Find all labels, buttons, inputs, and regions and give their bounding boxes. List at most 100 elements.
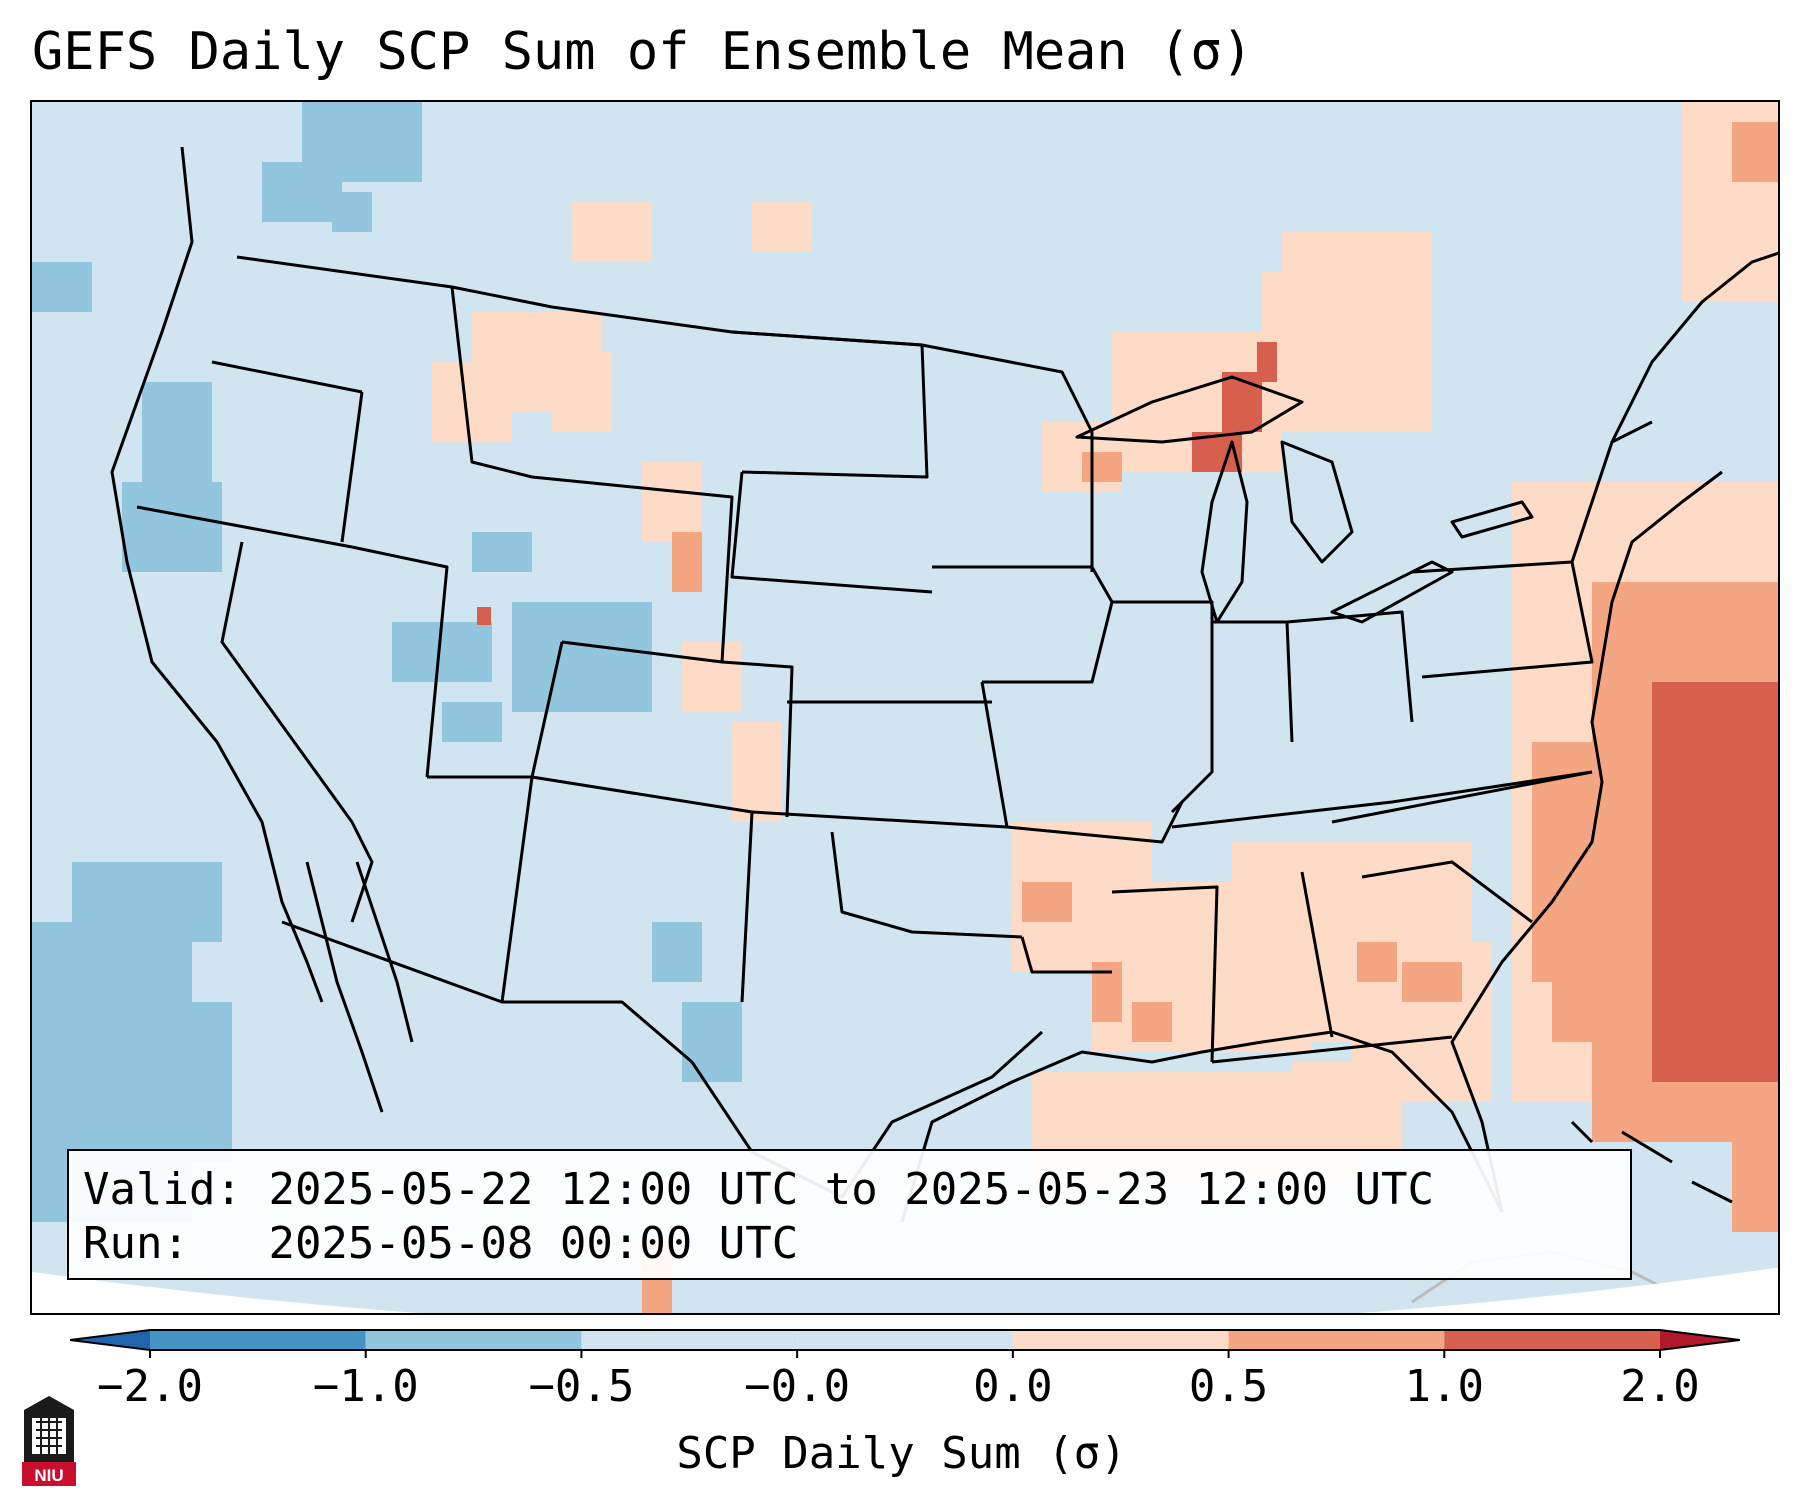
coastline-east xyxy=(1450,470,1723,1213)
colorbar-tick-label: −2.0 xyxy=(97,1361,203,1412)
border-pa xyxy=(1411,560,1594,679)
colorbar-tick-label: −0.0 xyxy=(744,1361,851,1412)
anomaly-cell xyxy=(472,532,532,572)
scp-anomaly-field xyxy=(32,102,1778,1313)
anomaly-cell xyxy=(72,862,222,942)
border-al-ga xyxy=(1300,871,1334,1038)
coastline-gulf xyxy=(900,1030,1504,1223)
colorbar-segment xyxy=(1444,1330,1660,1350)
border-mt xyxy=(450,286,533,479)
colorbar-segment xyxy=(797,1330,1013,1350)
coastline-baja-east xyxy=(355,861,414,1043)
colorbar-tick-label: 0.5 xyxy=(1188,1361,1269,1412)
coastline-baja xyxy=(305,861,384,1113)
border-mn xyxy=(921,343,1094,572)
anomaly-cell xyxy=(552,352,612,432)
border-or-ca xyxy=(136,505,353,549)
anomaly-cell xyxy=(1732,1132,1778,1232)
anomaly-cell xyxy=(682,1002,742,1082)
valid-line: Valid: 2025-05-22 12:00 UTC to 2025-05-2… xyxy=(83,1163,1630,1217)
anomaly-cell xyxy=(672,532,702,592)
colorbar-label: SCP Daily Sum (σ) xyxy=(676,1428,1127,1479)
border-nd-sd xyxy=(731,330,929,479)
colorbar-segment xyxy=(1228,1330,1445,1350)
islands-bahamas xyxy=(1570,1120,1733,1204)
border-nc-va xyxy=(1331,770,1593,824)
colorbar-extend-high xyxy=(1660,1330,1740,1350)
colorbar-tick-label: 1.0 xyxy=(1404,1361,1485,1412)
colorbar-extend-low xyxy=(70,1330,150,1350)
border-ut-co xyxy=(530,641,564,778)
colorbar-segment xyxy=(150,1330,366,1350)
colorbar-tick-label: 2.0 xyxy=(1620,1361,1700,1412)
border-nm-tx xyxy=(740,811,754,1003)
border-co-ks xyxy=(721,660,794,818)
coastline-quebec xyxy=(1610,251,1778,443)
anomaly-cell xyxy=(1022,882,1072,922)
anomaly-cell xyxy=(1682,832,1778,982)
border-ca-nv xyxy=(220,541,354,823)
anomaly-cell xyxy=(32,262,92,312)
valid-value: 2025-05-22 12:00 UTC to 2025-05-23 12:00… xyxy=(268,1164,1435,1215)
border-ga-fl xyxy=(1211,1035,1453,1064)
map-canvas xyxy=(32,102,1778,1313)
colorbar-segment xyxy=(1012,1330,1229,1350)
lake-superior xyxy=(1075,375,1304,444)
border-ms-al xyxy=(1111,885,1219,1063)
svg-text:NIU: NIU xyxy=(34,1466,63,1485)
border-mo xyxy=(980,681,1184,844)
border-ky-tn xyxy=(1171,770,1593,829)
anomaly-cell xyxy=(432,362,512,442)
border-wy xyxy=(531,475,734,664)
anomaly-cell xyxy=(477,607,491,625)
lake-ontario xyxy=(1450,500,1534,539)
anomaly-cell xyxy=(1402,962,1462,1002)
anomaly-cell xyxy=(1552,902,1612,1042)
colorbar-tick-label: −0.5 xyxy=(528,1361,635,1412)
coastline-west xyxy=(110,146,324,1003)
anomaly-cell xyxy=(1082,452,1122,482)
colorbar-segment xyxy=(581,1330,798,1350)
anomaly-cell xyxy=(262,162,342,222)
colorbar-tick-label: −1.0 xyxy=(312,1361,419,1412)
border-in xyxy=(1212,620,1294,743)
border-oh xyxy=(1286,610,1414,723)
anomaly-cell xyxy=(642,462,702,542)
lake-huron xyxy=(1280,440,1354,564)
border-id xyxy=(340,391,364,543)
anomaly-cell xyxy=(442,702,502,742)
run-label: Run: xyxy=(83,1218,189,1269)
border-ga-sc xyxy=(1361,860,1533,924)
anomaly-cell xyxy=(512,602,652,712)
anomaly-cell xyxy=(1732,122,1778,182)
projection-edge xyxy=(32,1267,1778,1313)
anomaly-cell xyxy=(122,482,222,572)
run-line: Run: 2025-05-08 00:00 UTC xyxy=(83,1217,1630,1271)
border-ar-la xyxy=(1020,936,1112,974)
anomaly-cell xyxy=(752,202,812,252)
anomaly-cell xyxy=(682,642,742,712)
border-ks-ok xyxy=(751,810,1008,829)
anomaly-cell xyxy=(152,1002,232,1162)
validity-info-box: Valid: 2025-05-22 12:00 UTC to 2025-05-2… xyxy=(67,1149,1632,1280)
state-boundaries xyxy=(110,146,1778,1304)
anomaly-cell xyxy=(332,192,372,232)
anomaly-cell xyxy=(1257,342,1277,382)
colorbar-segment xyxy=(365,1330,582,1350)
lake-erie xyxy=(1330,560,1454,624)
anomaly-cell xyxy=(652,922,702,982)
valid-label: Valid: xyxy=(83,1164,242,1215)
border-ok-tx xyxy=(830,831,1023,939)
anomaly-cell xyxy=(1357,942,1397,982)
anomaly-cell xyxy=(1132,1002,1172,1042)
border-4corners xyxy=(427,775,753,814)
border-ia xyxy=(932,565,1114,684)
border-nv-ut xyxy=(351,545,449,778)
border-wa-or xyxy=(211,360,363,394)
colorbar-tick-label: 0.0 xyxy=(973,1361,1053,1412)
colorbar xyxy=(70,1329,1740,1358)
border-il xyxy=(1112,600,1214,814)
anomaly-cell xyxy=(732,722,782,822)
border-sd-ne xyxy=(730,471,933,594)
run-value: 2025-05-08 00:00 UTC xyxy=(268,1218,799,1269)
